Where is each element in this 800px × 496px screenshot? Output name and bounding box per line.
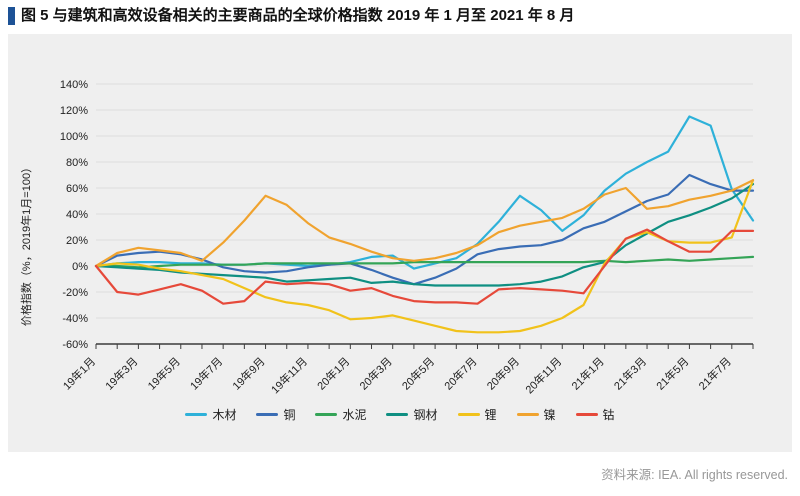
x-tick-label: 19年9月 [229,354,267,392]
price-index-chart: 140% 120% 100% 80% 60% 40% 20% 0% -20% -40% -60% 19… [60,79,755,396]
x-tick-label: 21年5月 [653,354,691,392]
x-tick-label: 21年1月 [568,354,606,392]
legend-item-steel: 钢材 [386,406,438,423]
chart-panel: 价格指数（%，2019年1月=100） 140% 120% 100% 80% 60% 40… [8,34,792,452]
y-tick-label: -60% [62,339,88,351]
x-axis-tick-labels: 19年1月 19年3月 19年5月 19年7月 19年9月 19年11月 20年1月 20年3… [60,354,734,396]
legend-label-steel: 钢材 [413,408,438,422]
y-axis-label: 价格指数（%，2019年1月=100） [21,161,33,327]
x-tick-label: 20年3月 [356,354,394,392]
x-tick-label: 21年3月 [611,354,649,392]
y-tick-label: 60% [66,183,88,195]
series-line-nickel [94,179,755,268]
y-tick-label: 20% [66,235,88,247]
series-line-cobalt [94,228,755,305]
legend-item-copper: 铜 [256,406,295,423]
y-tick-label: 140% [60,79,88,91]
title-accent-bar [8,7,15,25]
legend-label-cement: 水泥 [342,408,367,422]
legend-swatch-copper [256,413,279,416]
x-tick-label: 19年5月 [144,354,182,392]
series-lines [94,115,755,334]
x-tick-label: 19年1月 [60,354,98,392]
series-line-lithium [94,179,755,334]
legend-item-cement: 水泥 [315,406,366,423]
figure-header: 图 5 与建筑和高效设备相关的主要商品的全球价格指数 2019 年 1 月至 2… [8,6,574,26]
series-line-copper [94,173,755,286]
y-tick-label: 80% [66,157,88,169]
legend-item-cobalt: 钴 [575,406,615,423]
x-tick-label: 20年5月 [399,354,437,392]
y-tick-label: 100% [60,131,88,143]
y-tick-label: -20% [62,287,88,299]
legend-label-lumber: 木材 [212,408,237,422]
x-tick-label: 20年7月 [441,354,479,392]
legend-swatch-nickel [516,413,539,416]
chart-area: 140% 120% 100% 80% 60% 40% 20% 0% -20% -40% -60% 19… [38,74,768,409]
y-tick-label: 0% [72,261,88,273]
legend-label-nickel: 镍 [543,408,556,422]
legend-label-copper: 铜 [283,408,296,422]
y-tick-label: 40% [66,209,88,221]
x-tick-label: 19年3月 [102,354,140,392]
gridlines [96,83,753,319]
legend-swatch-cement [315,413,338,416]
x-tick-label: 20年1月 [314,354,352,392]
chart-legend: 木材 铜 水泥 钢材 锂 镍 钴 [8,406,792,423]
legend-item-lithium: 锂 [457,406,497,423]
x-tick-label: 21年7月 [695,354,733,392]
source-note: 资料来源: IEA. All rights reserved. [601,468,788,482]
series-line-steel [94,182,755,287]
x-axis [95,343,754,349]
legend-item-nickel: 镍 [516,406,556,423]
legend-label-lithium: 锂 [484,408,497,422]
legend-swatch-lithium [457,413,480,416]
y-tick-label: 120% [60,105,88,117]
y-axis-tick-labels: 140% 120% 100% 80% 60% 40% 20% 0% -20% -40% -60% [60,79,88,351]
x-tick-label: 19年7月 [187,354,225,392]
x-tick-label: 19年11月 [268,354,310,396]
legend-swatch-cobalt [575,413,598,416]
series-line-cement [94,255,755,269]
y-tick-label: -40% [62,313,88,325]
x-tick-label: 20年9月 [484,354,522,392]
legend-label-cobalt: 钴 [602,408,615,422]
x-tick-label: 20年11月 [522,354,564,396]
legend-swatch-lumber [185,413,208,416]
series-line-lumber [94,115,755,270]
legend-swatch-steel [386,413,409,416]
figure-title: 图 5 与建筑和高效设备相关的主要商品的全球价格指数 2019 年 1 月至 2… [21,7,575,24]
legend-item-lumber: 木材 [185,406,236,423]
